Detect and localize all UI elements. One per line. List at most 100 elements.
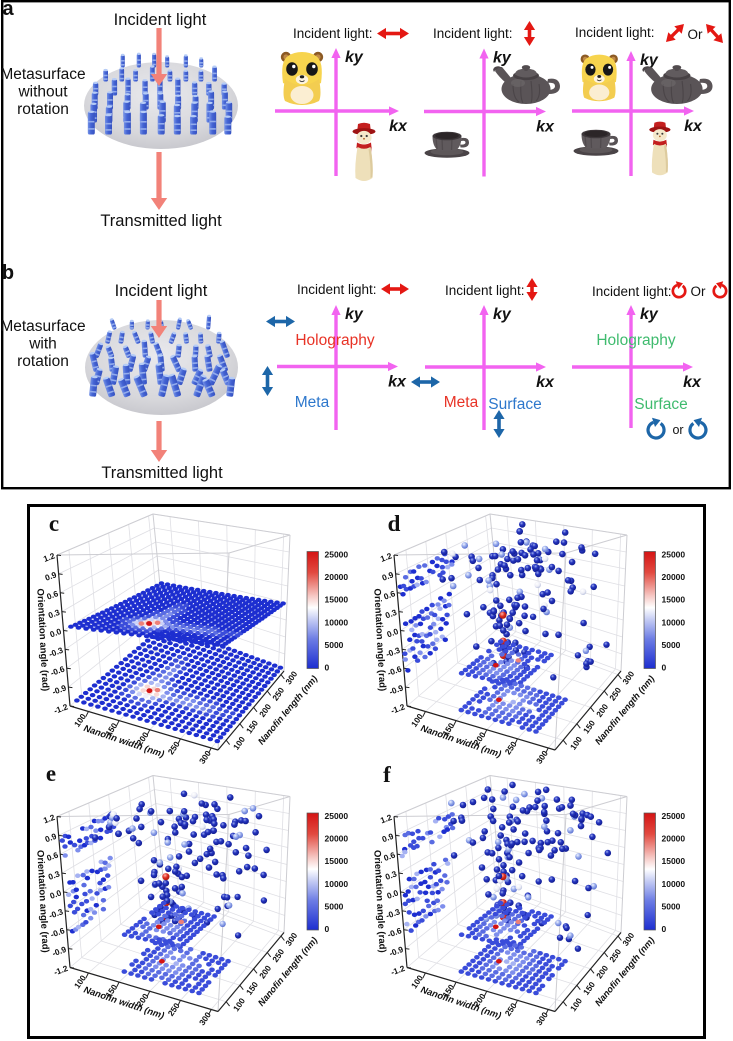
svg-text:0.0: 0.0 xyxy=(385,887,400,900)
svg-text:kx: kx xyxy=(536,374,555,391)
svg-text:-0.6: -0.6 xyxy=(386,664,403,678)
svg-text:25000: 25000 xyxy=(325,550,349,560)
svg-text:0: 0 xyxy=(662,924,667,934)
svg-text:25000: 25000 xyxy=(662,811,686,821)
svg-text:1.2: 1.2 xyxy=(42,550,57,563)
svg-text:20000: 20000 xyxy=(325,572,349,582)
svg-text:Incident light:: Incident light: xyxy=(575,25,655,40)
svg-text:e: e xyxy=(46,761,56,786)
svg-text:kx: kx xyxy=(389,118,408,135)
svg-text:20000: 20000 xyxy=(325,834,349,844)
svg-text:ky: ky xyxy=(640,52,659,69)
svg-text:5000: 5000 xyxy=(662,640,681,650)
svg-text:Transmitted light: Transmitted light xyxy=(100,212,222,230)
svg-text:10000: 10000 xyxy=(325,879,349,889)
svg-text:25000: 25000 xyxy=(662,550,686,560)
svg-text:20000: 20000 xyxy=(662,834,686,844)
svg-text:a: a xyxy=(2,0,14,20)
svg-text:-0.6: -0.6 xyxy=(386,925,403,939)
svg-text:10000: 10000 xyxy=(662,879,686,889)
svg-text:Orientation angle (rad): Orientation angle (rad) xyxy=(371,588,387,691)
svg-text:-0.3: -0.3 xyxy=(47,645,64,659)
svg-text:-0.9: -0.9 xyxy=(51,944,68,958)
svg-text:-0.9: -0.9 xyxy=(388,682,405,696)
svg-text:Orientation angle (rad): Orientation angle (rad) xyxy=(34,850,50,953)
svg-text:0.9: 0.9 xyxy=(44,569,59,582)
svg-text:15000: 15000 xyxy=(662,856,686,866)
svg-text:Meta: Meta xyxy=(444,394,479,411)
svg-text:Incident light:: Incident light: xyxy=(297,282,377,297)
svg-text:0.3: 0.3 xyxy=(384,868,399,881)
svg-text:Metasurface: Metasurface xyxy=(0,66,85,83)
svg-text:kx: kx xyxy=(388,374,407,391)
svg-text:f: f xyxy=(383,762,391,787)
svg-text:5000: 5000 xyxy=(662,901,681,911)
svg-text:5000: 5000 xyxy=(325,640,344,650)
svg-text:Incident light:: Incident light: xyxy=(592,284,672,299)
svg-text:kx: kx xyxy=(684,118,703,135)
svg-text:kx: kx xyxy=(536,119,555,136)
svg-text:-1.2: -1.2 xyxy=(389,963,406,977)
svg-text:without: without xyxy=(17,84,68,101)
svg-text:-0.3: -0.3 xyxy=(47,906,64,920)
svg-text:0.9: 0.9 xyxy=(381,831,396,844)
svg-text:-0.3: -0.3 xyxy=(384,645,401,659)
svg-text:-0.6: -0.6 xyxy=(49,664,66,678)
svg-text:-1.2: -1.2 xyxy=(52,701,69,715)
svg-text:with: with xyxy=(28,336,57,353)
svg-text:15000: 15000 xyxy=(662,595,686,605)
svg-text:1.2: 1.2 xyxy=(379,812,394,825)
svg-text:0.3: 0.3 xyxy=(384,607,399,620)
svg-text:-0.9: -0.9 xyxy=(51,682,68,696)
svg-text:0.0: 0.0 xyxy=(48,626,63,639)
svg-text:1.2: 1.2 xyxy=(379,550,394,563)
svg-text:-1.2: -1.2 xyxy=(389,701,406,715)
svg-text:or: or xyxy=(672,423,683,437)
svg-text:1.2: 1.2 xyxy=(42,812,57,825)
svg-text:0.6: 0.6 xyxy=(382,850,397,863)
svg-text:Holography: Holography xyxy=(295,332,375,349)
svg-text:0: 0 xyxy=(325,663,330,673)
svg-text:ky: ky xyxy=(493,50,512,67)
svg-text:Surface: Surface xyxy=(634,396,687,413)
svg-text:d: d xyxy=(388,511,401,536)
svg-text:-1.2: -1.2 xyxy=(52,963,69,977)
svg-text:15000: 15000 xyxy=(325,595,349,605)
svg-text:0.6: 0.6 xyxy=(382,588,397,601)
svg-text:Incident light:: Incident light: xyxy=(433,26,513,41)
svg-text:15000: 15000 xyxy=(325,856,349,866)
svg-text:10000: 10000 xyxy=(325,617,349,627)
svg-text:b: b xyxy=(2,262,14,284)
svg-text:rotation: rotation xyxy=(17,101,69,118)
svg-text:ky: ky xyxy=(493,306,512,323)
svg-text:0.9: 0.9 xyxy=(44,831,59,844)
svg-text:kx: kx xyxy=(683,374,702,391)
svg-text:-0.6: -0.6 xyxy=(49,925,66,939)
svg-text:c: c xyxy=(49,511,59,536)
svg-text:5000: 5000 xyxy=(325,901,344,911)
svg-text:0: 0 xyxy=(662,663,667,673)
svg-text:Incident light:: Incident light: xyxy=(445,283,525,298)
svg-text:25000: 25000 xyxy=(325,811,349,821)
svg-text:Holography: Holography xyxy=(596,332,676,349)
svg-text:Incident light: Incident light xyxy=(114,11,207,29)
svg-text:0.9: 0.9 xyxy=(381,569,396,582)
svg-text:-0.9: -0.9 xyxy=(388,944,405,958)
svg-text:Transmitted light: Transmitted light xyxy=(101,464,223,482)
svg-text:Surface: Surface xyxy=(488,396,541,413)
svg-text:Incident light: Incident light xyxy=(115,282,208,300)
svg-text:0.0: 0.0 xyxy=(48,887,63,900)
svg-text:rotation: rotation xyxy=(17,353,69,370)
svg-text:0: 0 xyxy=(325,924,330,934)
svg-text:Or: Or xyxy=(688,27,704,42)
svg-text:0.6: 0.6 xyxy=(45,588,60,601)
svg-text:Incident light:: Incident light: xyxy=(293,26,373,41)
svg-text:0.3: 0.3 xyxy=(47,607,62,620)
svg-text:0.0: 0.0 xyxy=(385,626,400,639)
svg-text:Orientation angle (rad): Orientation angle (rad) xyxy=(34,588,50,691)
svg-text:ky: ky xyxy=(345,306,364,323)
svg-text:20000: 20000 xyxy=(662,572,686,582)
svg-text:0.6: 0.6 xyxy=(45,850,60,863)
svg-text:-0.3: -0.3 xyxy=(384,906,401,920)
svg-text:Metasurface: Metasurface xyxy=(0,318,85,335)
